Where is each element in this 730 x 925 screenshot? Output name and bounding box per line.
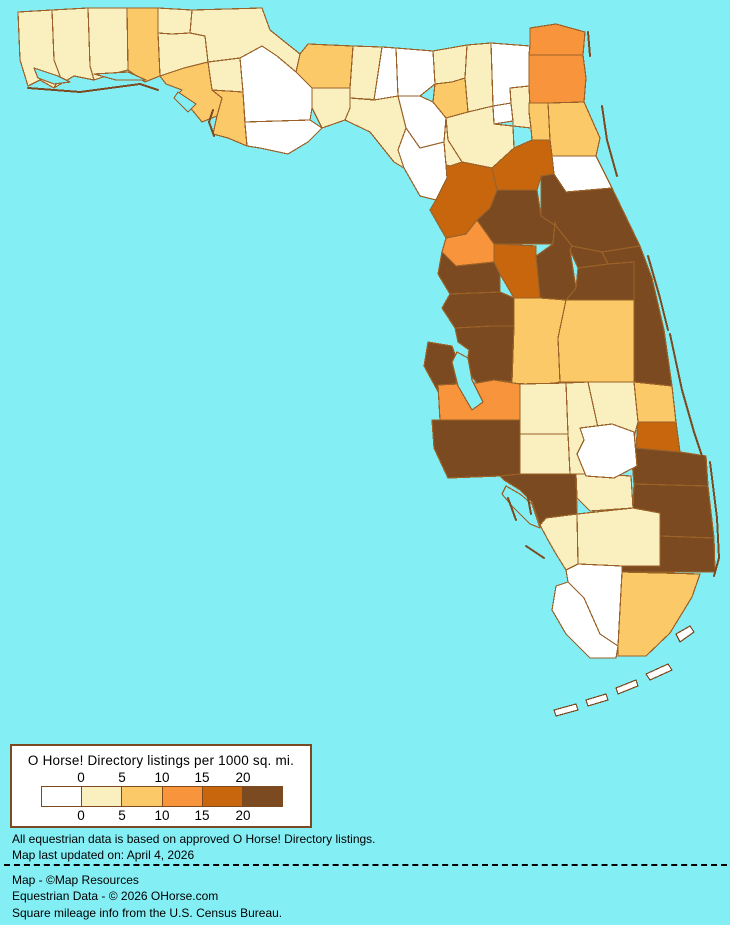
county-glades[interactable]: [575, 473, 634, 512]
county-hendry[interactable]: [576, 507, 661, 567]
county-okaloosa[interactable]: [87, 7, 129, 81]
water-pensacola-bay: [33, 67, 71, 85]
legend-tick: 15: [194, 808, 210, 823]
county-hernando[interactable]: [437, 251, 501, 295]
legend-swatch-5_10: [121, 786, 163, 807]
credit-census: Square mileage info from the U.S. Census…: [12, 906, 283, 920]
legend-tick: 0: [77, 808, 85, 823]
county-lee[interactable]: [539, 513, 579, 571]
coastline-pine-island: [526, 491, 532, 515]
legend-box: O Horse! Directory listings per 1000 sq.…: [10, 744, 312, 828]
coastline-santa-rosa-island: [27, 83, 159, 93]
coastline-amelia-island: [587, 31, 591, 57]
island-key-biscayne: [675, 625, 695, 643]
county-indian-river[interactable]: [633, 381, 677, 423]
water-lake-okeechobee: [576, 423, 638, 479]
county-union[interactable]: [492, 102, 514, 125]
footnote-last-updated: Map last updated on: April 4, 2026: [12, 848, 195, 862]
county-martin[interactable]: [630, 447, 709, 487]
county-sumter[interactable]: [493, 243, 541, 299]
county-st-johns[interactable]: [547, 101, 601, 157]
county-osceola[interactable]: [557, 299, 635, 383]
county-walton[interactable]: [126, 7, 161, 83]
county-nassau[interactable]: [528, 23, 586, 56]
county-miami-dade[interactable]: [617, 571, 701, 657]
island-middle-keys: [615, 679, 639, 695]
legend-tick: 20: [235, 808, 251, 823]
county-clay[interactable]: [528, 102, 551, 141]
legend-tick: 10: [154, 770, 170, 785]
county-holmes[interactable]: [157, 7, 193, 35]
county-monroe[interactable]: [551, 581, 619, 659]
coastline-se-barrier: [709, 461, 720, 577]
county-sarasota[interactable]: [431, 419, 521, 479]
legend-tick: 20: [235, 770, 251, 785]
credit-equestrian-data: Equestrian Data - © 2026 OHorse.com: [12, 889, 219, 903]
water-tampa-bay: [451, 351, 484, 411]
county-pasco[interactable]: [441, 291, 515, 329]
county-orange[interactable]: [565, 261, 635, 301]
coastline-sanibel-island: [525, 545, 545, 559]
island-lower-keys-b: [553, 703, 579, 717]
county-madison[interactable]: [395, 47, 436, 97]
coastline-gasparilla-island: [507, 497, 517, 521]
island-upper-keys: [645, 663, 673, 681]
legend-tick: 15: [194, 770, 210, 785]
legend-swatch-20_plus: [241, 786, 284, 807]
coastline-st-joseph-spit: [208, 109, 215, 137]
county-hardee[interactable]: [519, 382, 569, 435]
coastline-st-johns-barrier: [601, 105, 618, 177]
legend-swatch-0: [41, 786, 83, 807]
legend-swatch-15_20: [201, 786, 243, 807]
county-franklin[interactable]: [244, 119, 323, 155]
county-columbia[interactable]: [464, 42, 494, 113]
county-calhoun[interactable]: [207, 57, 244, 93]
county-st-lucie[interactable]: [635, 421, 681, 453]
coastline-canaveral-barrier: [647, 255, 669, 331]
credit-map-resources: Map - ©Map Resources: [12, 873, 139, 887]
coastline-indian-river-barrier: [669, 333, 703, 457]
water-st-andrew-bay: [173, 91, 197, 113]
legend-title: O Horse! Directory listings per 1000 sq.…: [27, 753, 295, 768]
island-lower-keys-a: [585, 693, 609, 707]
water-choctawhatchee-bay: [93, 71, 147, 81]
legend-tick: 5: [118, 808, 126, 823]
water-charlotte-harbor: [501, 485, 541, 529]
legend-color-ramp: [41, 786, 284, 807]
county-bay[interactable]: [159, 61, 228, 123]
legend-swatch-10_15: [161, 786, 203, 807]
legend-tick: 10: [154, 808, 170, 823]
dashed-divider: [4, 864, 727, 866]
legend-tick: 5: [118, 770, 126, 785]
footnote-data-source: All equestrian data is based on approved…: [12, 832, 376, 846]
county-taylor[interactable]: [344, 95, 407, 169]
county-hamilton[interactable]: [432, 44, 468, 85]
legend-swatch-0_5: [81, 786, 123, 807]
county-duval[interactable]: [528, 54, 587, 104]
county-desoto[interactable]: [519, 433, 571, 475]
legend-tick: 0: [77, 770, 85, 785]
county-bradford[interactable]: [509, 85, 532, 129]
